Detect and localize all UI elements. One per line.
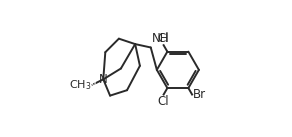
Text: Cl: Cl [158, 32, 169, 45]
Text: CH$_3$: CH$_3$ [69, 78, 91, 92]
Text: N: N [99, 73, 108, 86]
Text: Cl: Cl [158, 95, 169, 108]
Text: Br: Br [193, 88, 206, 101]
Text: NH: NH [152, 32, 169, 45]
Text: N: N [87, 78, 96, 91]
